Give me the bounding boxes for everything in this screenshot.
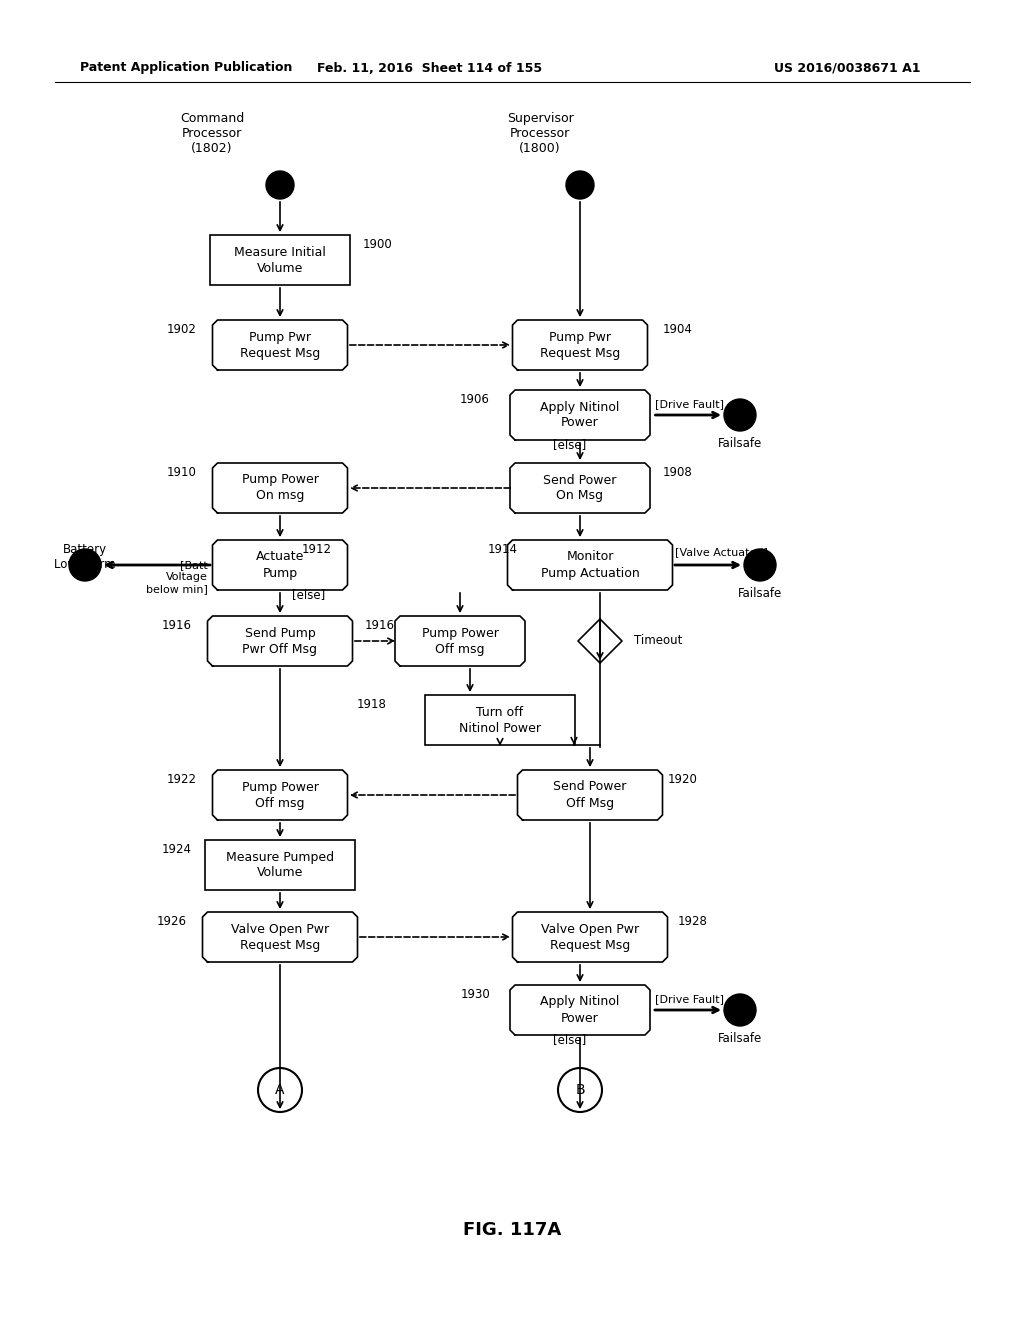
Text: Command
Processor
(1802): Command Processor (1802) <box>180 112 244 154</box>
Bar <box>425 696 575 744</box>
Polygon shape <box>213 770 347 820</box>
Circle shape <box>744 549 776 581</box>
Text: Pump Power
Off msg: Pump Power Off msg <box>422 627 499 656</box>
Polygon shape <box>213 463 347 513</box>
Text: 1914: 1914 <box>488 543 518 556</box>
Text: Failsafe: Failsafe <box>738 587 782 601</box>
Text: Apply Nitinol
Power: Apply Nitinol Power <box>541 400 620 429</box>
Text: 1924: 1924 <box>162 843 193 855</box>
Circle shape <box>558 1068 602 1111</box>
Polygon shape <box>510 463 650 513</box>
Text: FIG. 117A: FIG. 117A <box>463 1221 561 1239</box>
Text: Battery
Low Alarm: Battery Low Alarm <box>54 543 116 572</box>
Text: Measure Initial
Volume: Measure Initial Volume <box>234 246 326 275</box>
Text: Pump Power
Off msg: Pump Power Off msg <box>242 780 318 809</box>
Bar <box>210 235 350 285</box>
Text: [Drive Fault]: [Drive Fault] <box>655 399 724 409</box>
Text: 1900: 1900 <box>362 238 393 251</box>
Text: Feb. 11, 2016  Sheet 114 of 155: Feb. 11, 2016 Sheet 114 of 155 <box>317 62 543 74</box>
Text: Turn off
Nitinol Power: Turn off Nitinol Power <box>459 705 541 734</box>
Text: Valve Open Pwr
Request Msg: Valve Open Pwr Request Msg <box>231 923 329 952</box>
Circle shape <box>258 1068 302 1111</box>
Text: Pump Pwr
Request Msg: Pump Pwr Request Msg <box>540 330 621 359</box>
Text: Send Power
On Msg: Send Power On Msg <box>544 474 616 503</box>
Polygon shape <box>508 540 673 590</box>
Text: Valve Open Pwr
Request Msg: Valve Open Pwr Request Msg <box>541 923 639 952</box>
Text: 1922: 1922 <box>167 774 197 785</box>
Text: Apply Nitinol
Power: Apply Nitinol Power <box>541 995 620 1024</box>
Text: 1918: 1918 <box>357 698 387 711</box>
Text: Supervisor
Processor
(1800): Supervisor Processor (1800) <box>507 112 573 154</box>
Circle shape <box>724 994 756 1026</box>
Text: [Drive Fault]: [Drive Fault] <box>655 994 724 1005</box>
Polygon shape <box>213 540 347 590</box>
Text: Timeout: Timeout <box>634 635 682 648</box>
Text: [else]: [else] <box>292 587 326 601</box>
Text: 1902: 1902 <box>167 323 197 337</box>
Polygon shape <box>213 319 347 370</box>
Polygon shape <box>512 319 647 370</box>
Text: 1912: 1912 <box>302 543 332 556</box>
Polygon shape <box>510 985 650 1035</box>
Bar <box>205 840 355 890</box>
Text: [Batt
Voltage
below min]: [Batt Voltage below min] <box>146 561 208 594</box>
Text: 1904: 1904 <box>663 323 693 337</box>
Text: Pump Power
On msg: Pump Power On msg <box>242 474 318 503</box>
Polygon shape <box>208 616 352 667</box>
Polygon shape <box>578 619 622 663</box>
Circle shape <box>724 399 756 432</box>
Text: Send Power
Off Msg: Send Power Off Msg <box>553 780 627 809</box>
Text: 1926: 1926 <box>157 915 187 928</box>
Polygon shape <box>510 389 650 440</box>
Text: [else]: [else] <box>553 438 587 451</box>
Circle shape <box>566 172 594 199</box>
Text: 1920: 1920 <box>668 774 698 785</box>
Text: Actuate
Pump: Actuate Pump <box>256 550 304 579</box>
Text: [else]: [else] <box>553 1034 587 1045</box>
Text: Pump Pwr
Request Msg: Pump Pwr Request Msg <box>240 330 321 359</box>
Text: 1910: 1910 <box>167 466 197 479</box>
Text: Patent Application Publication: Patent Application Publication <box>80 62 293 74</box>
Polygon shape <box>203 912 357 962</box>
Text: B: B <box>575 1082 585 1097</box>
Text: Failsafe: Failsafe <box>718 437 762 450</box>
Text: A: A <box>275 1082 285 1097</box>
Polygon shape <box>395 616 525 667</box>
Text: US 2016/0038671 A1: US 2016/0038671 A1 <box>773 62 920 74</box>
Text: 1908: 1908 <box>663 466 693 479</box>
Text: 1930: 1930 <box>460 987 490 1001</box>
Text: 1906: 1906 <box>460 393 490 407</box>
Text: 1916: 1916 <box>162 619 193 632</box>
Text: Monitor
Pump Actuation: Monitor Pump Actuation <box>541 550 639 579</box>
Text: [Valve Actuated]: [Valve Actuated] <box>675 546 768 557</box>
Text: Failsafe: Failsafe <box>718 1032 762 1045</box>
Text: 1916: 1916 <box>365 619 395 632</box>
Polygon shape <box>512 912 668 962</box>
Polygon shape <box>517 770 663 820</box>
Text: Measure Pumped
Volume: Measure Pumped Volume <box>226 850 334 879</box>
Circle shape <box>69 549 101 581</box>
Text: 1928: 1928 <box>678 915 708 928</box>
Circle shape <box>266 172 294 199</box>
Text: Send Pump
Pwr Off Msg: Send Pump Pwr Off Msg <box>243 627 317 656</box>
